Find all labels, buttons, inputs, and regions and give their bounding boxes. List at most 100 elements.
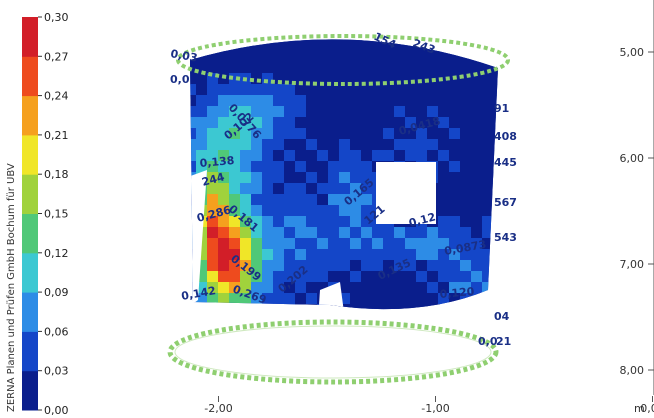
heat-cell (229, 62, 241, 74)
heat-cell (482, 62, 494, 74)
heat-cell (350, 249, 362, 261)
heat-cell (372, 304, 384, 310)
heat-cell (449, 51, 461, 63)
colorbar-cell (22, 174, 38, 214)
heat-cell (207, 106, 219, 118)
heat-cell (405, 128, 417, 140)
heat-cell (361, 183, 373, 195)
heat-cell (190, 39, 197, 41)
heat-cell (251, 40, 263, 52)
heat-cell (229, 106, 241, 118)
heat-cell (229, 95, 241, 107)
heat-cell (460, 282, 472, 294)
heat-cell (317, 282, 329, 294)
heat-cell (350, 51, 362, 63)
heat-cell (339, 282, 351, 294)
heat-cell (361, 194, 373, 206)
heat-cell (240, 260, 252, 272)
heat-cell (295, 227, 307, 239)
heat-cell (328, 172, 340, 184)
heat-cell (190, 73, 197, 85)
heat-cell (306, 40, 318, 52)
heat-cell (218, 51, 230, 63)
heat-cell (317, 139, 329, 151)
heat-cell (218, 260, 230, 272)
heat-cell (372, 260, 384, 272)
heat-cell (207, 227, 219, 239)
heat-cell (460, 18, 471, 29)
heat-cell (207, 161, 219, 173)
heat-cell (284, 249, 296, 261)
heat-cell (394, 128, 406, 140)
heat-cell (416, 128, 428, 140)
heat-cell (295, 73, 307, 85)
heat-cell (493, 293, 498, 305)
heat-cell (251, 139, 263, 151)
heat-cell (273, 139, 285, 151)
heat-cell (262, 161, 274, 173)
heat-cell (284, 18, 295, 29)
heat-cell (416, 84, 428, 96)
colorbar-cell (22, 213, 38, 254)
heat-cell (284, 139, 296, 151)
heat-cell (471, 150, 483, 162)
heat-cell (251, 51, 263, 63)
heat-cell (416, 95, 428, 107)
heat-cell (471, 161, 483, 173)
heat-cell (328, 161, 340, 173)
heat-cell (504, 117, 515, 128)
heat-cell (427, 260, 439, 272)
heat-cell (449, 139, 461, 151)
heat-cell (317, 18, 328, 29)
heat-cell (471, 73, 483, 85)
heat-cell (262, 95, 274, 107)
heat-cell (317, 249, 329, 261)
heat-cell (251, 73, 263, 85)
bottom-ring (167, 319, 499, 385)
heat-cell (504, 84, 515, 95)
heat-cell (284, 216, 296, 228)
heat-cell (262, 194, 274, 206)
heat-cell (284, 62, 296, 74)
heat-cell (504, 183, 515, 194)
heat-cell (493, 84, 498, 96)
heat-cell (372, 117, 384, 129)
heat-cell (328, 40, 340, 52)
heat-cell (229, 117, 241, 129)
heat-cell (273, 51, 285, 63)
heat-cell (295, 40, 307, 52)
heat-cell (328, 128, 340, 140)
heat-cell (306, 238, 318, 250)
heat-cell (405, 62, 417, 74)
heat-cell (339, 150, 351, 162)
heat-cell (394, 271, 406, 283)
heat-cell (350, 40, 362, 52)
heat-cell (449, 62, 461, 74)
heat-cell (218, 216, 230, 228)
colorbar-tick-label: 0,12 (44, 247, 69, 260)
heat-cell (218, 315, 229, 326)
heat-cell (207, 315, 218, 326)
heat-cell (229, 39, 241, 41)
heat-cell (449, 161, 461, 173)
y-axis-tick-label: 8,00 (620, 364, 645, 377)
heat-cell (383, 18, 394, 29)
heat-cell (493, 18, 504, 29)
heat-cell (262, 249, 274, 261)
heat-cell (262, 238, 274, 250)
heat-cell (504, 293, 515, 304)
heat-cell (471, 106, 483, 118)
heat-cell (482, 216, 494, 228)
heat-cell (383, 249, 395, 261)
heat-cell (460, 84, 472, 96)
heat-cell (240, 139, 252, 151)
heat-cell (328, 18, 339, 29)
heat-cell (328, 117, 340, 129)
heat-cell (240, 238, 252, 250)
heat-cell (207, 95, 219, 107)
heat-cell (317, 106, 329, 118)
heat-cell (240, 51, 252, 63)
heat-cell (207, 128, 219, 140)
heat-cell (240, 249, 252, 261)
heat-cell (405, 304, 417, 310)
